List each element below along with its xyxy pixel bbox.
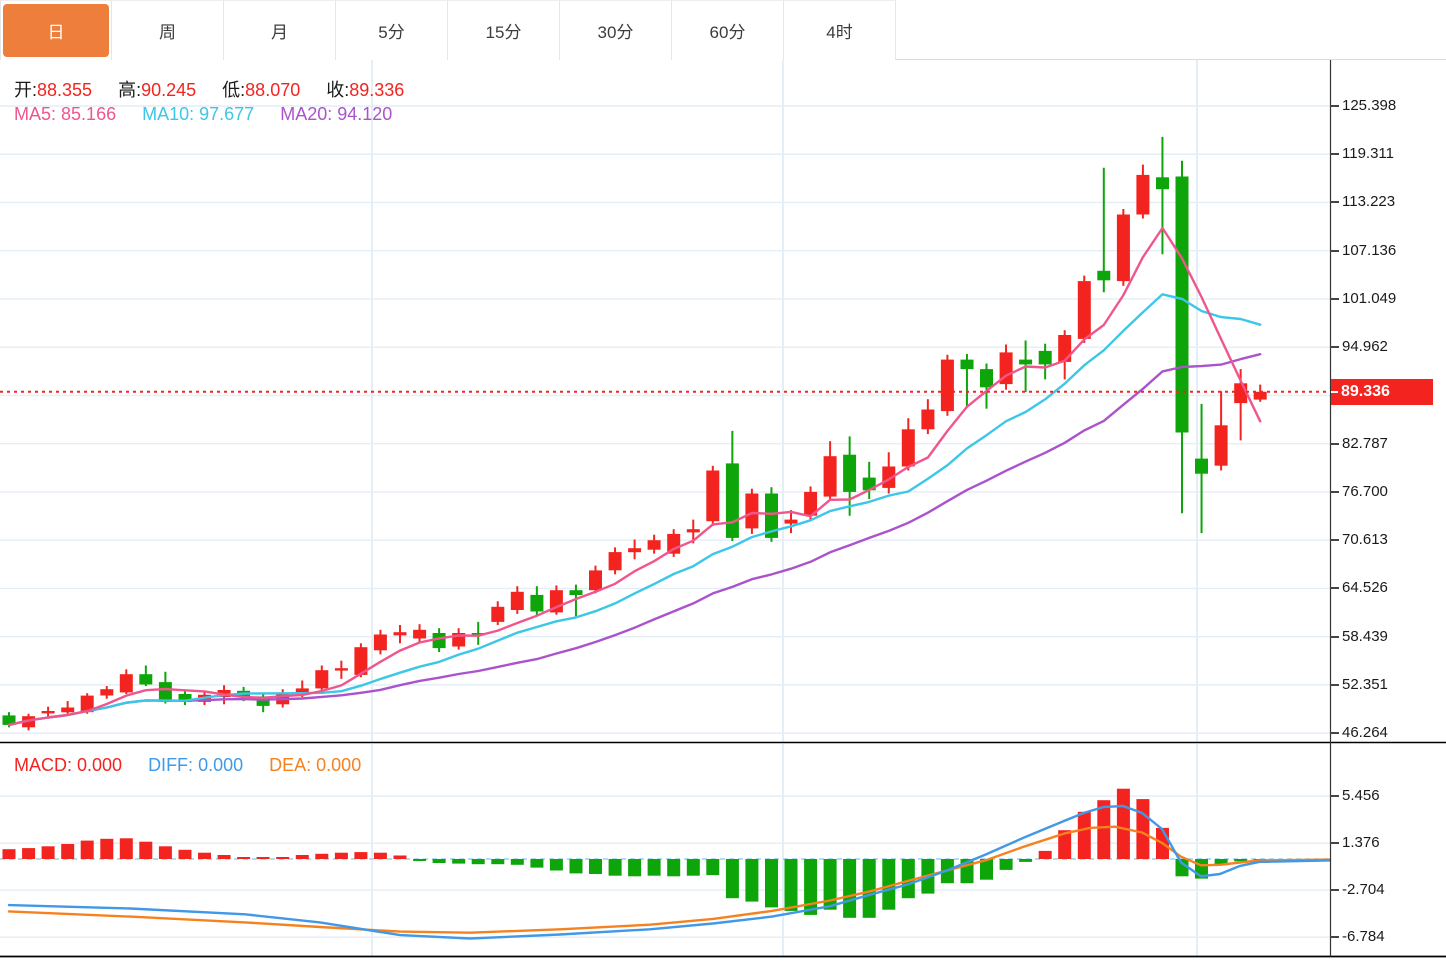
close-readout: 收:89.336 bbox=[326, 80, 405, 100]
tab-5min[interactable]: 5分 bbox=[336, 0, 448, 60]
tab-label: 5分 bbox=[378, 23, 405, 42]
ma10-readout: MA10: 97.677 bbox=[142, 104, 255, 124]
price-axis-label: 58.439 bbox=[1342, 627, 1388, 645]
axis-tick bbox=[1330, 635, 1339, 638]
price-axis-label: 94.962 bbox=[1342, 338, 1388, 356]
price-axis-label: 82.787 bbox=[1342, 434, 1388, 452]
macd-readout: MACD: 0.000 bbox=[14, 755, 123, 775]
price-axis-label: 46.264 bbox=[1342, 724, 1388, 742]
tab-label: 15分 bbox=[485, 23, 522, 42]
price-axis-label: 113.223 bbox=[1342, 193, 1396, 211]
axis-tick bbox=[1330, 587, 1339, 590]
axis-tick bbox=[1330, 105, 1339, 107]
macd-axis-label: -2.704 bbox=[1342, 881, 1385, 899]
ma-legend: MA5: 85.166 MA10: 97.677 MA20: 94.120 bbox=[14, 104, 392, 125]
price-axis-label: 52.351 bbox=[1342, 675, 1388, 693]
tab-label: 周 bbox=[159, 23, 176, 42]
axis-tick bbox=[1330, 442, 1339, 445]
price-axis-label: 107.136 bbox=[1342, 241, 1397, 259]
tab-4hour[interactable]: 4时 bbox=[784, 0, 896, 60]
price-axis-label: 76.700 bbox=[1342, 482, 1388, 500]
price-axis-label: 70.613 bbox=[1342, 531, 1388, 549]
ma5-readout: MA5: 85.166 bbox=[14, 104, 117, 124]
tab-label: 日 bbox=[47, 23, 65, 42]
axis-tick bbox=[1330, 889, 1339, 892]
axis-tick bbox=[1330, 249, 1339, 252]
dea-readout: DEA: 0.000 bbox=[269, 755, 362, 775]
price-axis-label: 125.398 bbox=[1342, 97, 1397, 114]
tab-label: 30分 bbox=[597, 23, 634, 42]
macd-axis-label: 5.456 bbox=[1342, 787, 1380, 805]
price-axis-label: 101.049 bbox=[1342, 289, 1397, 307]
macd-axis-label: 1.376 bbox=[1342, 834, 1380, 852]
price-axis-label: 64.526 bbox=[1342, 579, 1388, 597]
tab-label: 月 bbox=[271, 23, 288, 42]
current-price-tag: 89.336 bbox=[1331, 379, 1433, 405]
tab-60min[interactable]: 60分 bbox=[672, 0, 784, 60]
tab-week[interactable]: 周 bbox=[112, 0, 224, 60]
axis-tick bbox=[1330, 346, 1339, 349]
high-readout: 高:90.245 bbox=[118, 80, 197, 100]
price-axis-label: 119.311 bbox=[1342, 145, 1394, 163]
low-readout: 低:88.070 bbox=[222, 80, 301, 100]
macd-legend: MACD: 0.000 DIFF: 0.000 DEA: 0.000 bbox=[14, 755, 361, 776]
axis-tick bbox=[1330, 936, 1339, 939]
axis-tick bbox=[1330, 153, 1339, 156]
period-tab-bar: 日 周 月 5分 15分 30分 60分 4时 bbox=[0, 0, 1446, 60]
macd-axis-label: -6.784 bbox=[1342, 928, 1385, 946]
axis-tick bbox=[1330, 842, 1339, 845]
axis-tick bbox=[1330, 539, 1339, 542]
tab-day[interactable]: 日 bbox=[0, 0, 112, 60]
ohlc-readout: 开:88.355 高:90.245 低:88.070 收:89.336 bbox=[14, 76, 404, 102]
axis-tick bbox=[1330, 297, 1339, 300]
tab-month[interactable]: 月 bbox=[224, 0, 336, 60]
tab-30min[interactable]: 30分 bbox=[560, 0, 672, 60]
axis-tick bbox=[1330, 732, 1339, 735]
diff-readout: DIFF: 0.000 bbox=[148, 755, 244, 775]
active-tab-highlight bbox=[3, 4, 109, 57]
price-tag-tick bbox=[1331, 391, 1338, 393]
tab-label: 60分 bbox=[709, 23, 746, 42]
tab-15min[interactable]: 15分 bbox=[448, 0, 560, 60]
tab-label: 4时 bbox=[826, 23, 853, 42]
axis-tick bbox=[1330, 683, 1339, 686]
ma20-readout: MA20: 94.120 bbox=[280, 104, 393, 124]
axis-tick bbox=[1330, 490, 1339, 493]
open-readout: 开:88.355 bbox=[14, 80, 93, 100]
axis-tick bbox=[1330, 795, 1339, 798]
axis-tick bbox=[1330, 201, 1339, 204]
